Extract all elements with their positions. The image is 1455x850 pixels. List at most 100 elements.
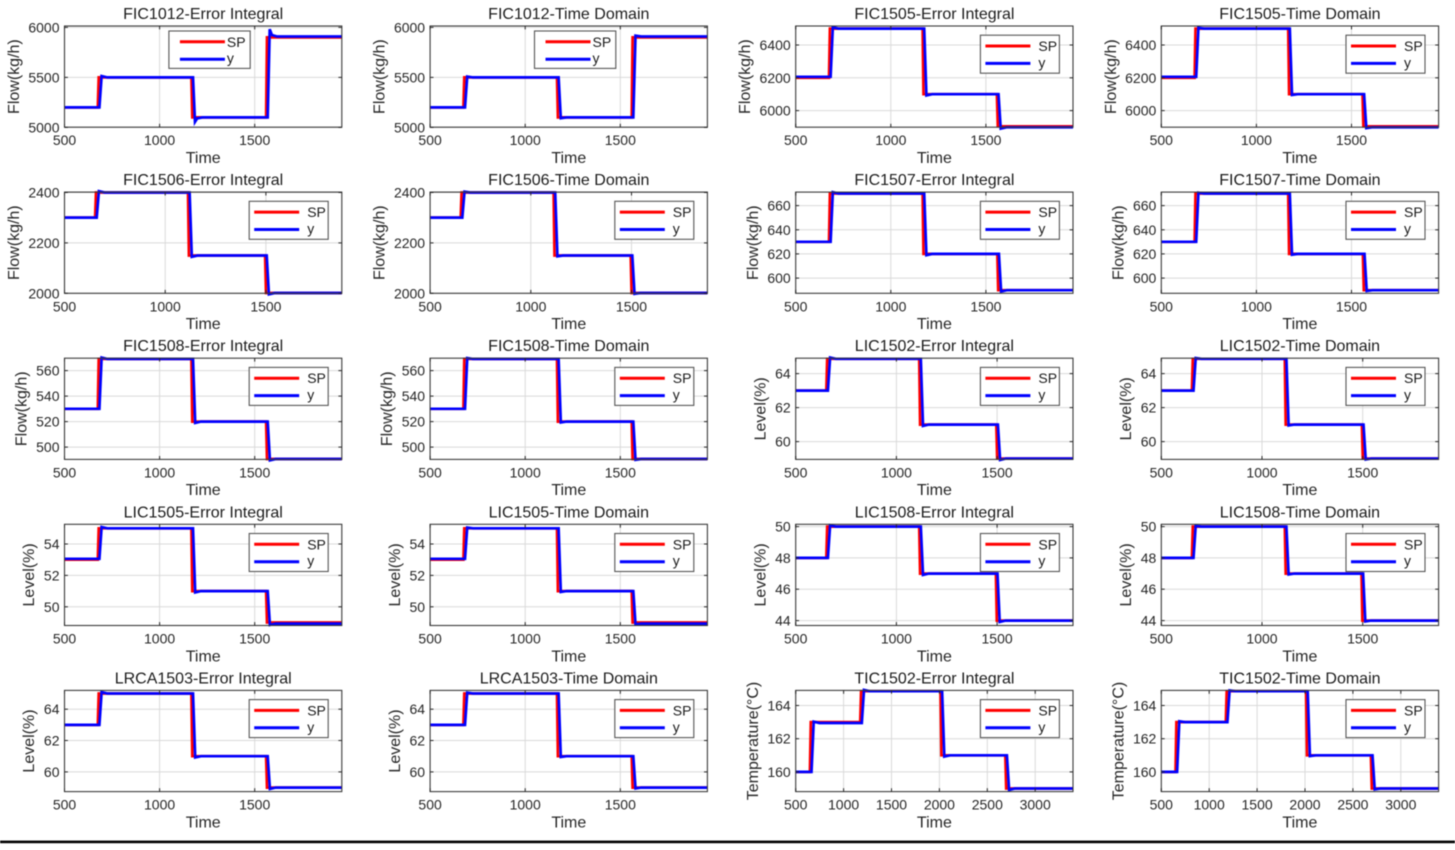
svg-text:1500: 1500 — [1347, 631, 1378, 647]
svg-text:TIC1502-Time Domain: TIC1502-Time Domain — [1219, 670, 1380, 687]
svg-text:y: y — [673, 221, 680, 237]
svg-text:50: 50 — [1141, 519, 1157, 535]
svg-text:6000: 6000 — [760, 103, 791, 119]
svg-text:Time: Time — [1282, 316, 1317, 333]
svg-text:3000: 3000 — [1385, 797, 1416, 813]
svg-text:600: 600 — [767, 270, 791, 286]
svg-text:500: 500 — [1150, 797, 1174, 813]
svg-text:1000: 1000 — [510, 631, 541, 647]
svg-text:y: y — [593, 50, 600, 66]
svg-text:6000: 6000 — [1125, 103, 1156, 119]
svg-text:Time: Time — [1282, 648, 1317, 665]
svg-text:Flow(kg/h): Flow(kg/h) — [6, 205, 23, 280]
svg-text:Time: Time — [186, 316, 221, 333]
svg-text:1500: 1500 — [1242, 797, 1273, 813]
svg-text:620: 620 — [1133, 246, 1157, 262]
svg-text:600: 600 — [1133, 270, 1157, 286]
svg-text:660: 660 — [767, 198, 791, 214]
svg-text:3000: 3000 — [1020, 797, 1051, 813]
svg-text:1500: 1500 — [1347, 464, 1378, 480]
svg-text:1500: 1500 — [605, 132, 636, 148]
svg-text:y: y — [1404, 387, 1411, 403]
svg-text:Time: Time — [551, 482, 586, 499]
svg-text:Time: Time — [1282, 150, 1317, 167]
svg-text:500: 500 — [418, 132, 442, 148]
svg-text:2000: 2000 — [924, 797, 955, 813]
svg-text:540: 540 — [36, 388, 60, 404]
svg-text:LIC1502-Error Integral: LIC1502-Error Integral — [855, 338, 1014, 355]
svg-text:500: 500 — [418, 631, 442, 647]
svg-text:y: y — [307, 387, 314, 403]
svg-text:62: 62 — [44, 733, 60, 749]
svg-text:Time: Time — [186, 648, 221, 665]
svg-text:500: 500 — [53, 464, 77, 480]
svg-text:y: y — [307, 553, 314, 569]
svg-text:Time: Time — [551, 150, 586, 167]
svg-text:540: 540 — [402, 388, 426, 404]
svg-text:Flow(kg/h): Flow(kg/h) — [372, 205, 389, 280]
svg-text:y: y — [1404, 553, 1411, 569]
svg-text:y: y — [1038, 719, 1045, 735]
svg-text:2200: 2200 — [394, 235, 425, 251]
svg-text:Level(%): Level(%) — [387, 709, 404, 772]
svg-text:Time: Time — [1282, 482, 1317, 499]
svg-text:164: 164 — [767, 698, 791, 714]
svg-text:1500: 1500 — [970, 298, 1001, 314]
svg-text:SP: SP — [1038, 204, 1057, 220]
svg-text:1500: 1500 — [239, 132, 270, 148]
svg-text:5000: 5000 — [394, 119, 425, 135]
svg-text:Temperature(°C): Temperature(°C) — [745, 682, 762, 800]
svg-text:Level(%): Level(%) — [21, 543, 38, 606]
svg-text:6400: 6400 — [1125, 37, 1156, 53]
svg-text:1000: 1000 — [510, 797, 541, 813]
svg-text:Flow(kg/h): Flow(kg/h) — [1110, 205, 1127, 280]
svg-text:LRCA1503-Error Integral: LRCA1503-Error Integral — [115, 670, 292, 687]
svg-text:FIC1012-Error Integral: FIC1012-Error Integral — [123, 6, 283, 23]
svg-text:46: 46 — [1141, 581, 1157, 597]
svg-text:500: 500 — [418, 797, 442, 813]
svg-text:500: 500 — [53, 132, 77, 148]
svg-text:y: y — [307, 221, 314, 237]
svg-text:1500: 1500 — [970, 132, 1001, 148]
svg-text:2000: 2000 — [1289, 797, 1320, 813]
svg-text:160: 160 — [767, 764, 791, 780]
svg-text:560: 560 — [402, 363, 426, 379]
svg-text:y: y — [673, 553, 680, 569]
svg-text:64: 64 — [44, 701, 60, 717]
svg-text:SP: SP — [1404, 204, 1423, 220]
svg-text:1000: 1000 — [1246, 464, 1277, 480]
svg-text:LIC1502-Time Domain: LIC1502-Time Domain — [1220, 338, 1380, 355]
svg-text:Time: Time — [186, 482, 221, 499]
svg-text:FIC1505-Error Integral: FIC1505-Error Integral — [854, 6, 1014, 23]
svg-text:1000: 1000 — [1241, 298, 1272, 314]
svg-text:500: 500 — [402, 439, 426, 455]
svg-text:Flow(kg/h): Flow(kg/h) — [372, 39, 389, 114]
svg-text:60: 60 — [410, 764, 426, 780]
svg-text:FIC1507-Error Integral: FIC1507-Error Integral — [854, 172, 1014, 189]
svg-text:Time: Time — [551, 316, 586, 333]
svg-text:LIC1505-Time Domain: LIC1505-Time Domain — [489, 504, 649, 521]
svg-text:Level(%): Level(%) — [21, 709, 38, 772]
svg-text:5500: 5500 — [28, 69, 59, 85]
svg-text:SP: SP — [673, 536, 692, 552]
svg-text:500: 500 — [36, 439, 60, 455]
svg-text:FIC1506-Error Integral: FIC1506-Error Integral — [123, 172, 283, 189]
svg-text:640: 640 — [1133, 222, 1157, 238]
svg-text:Time: Time — [551, 814, 586, 831]
svg-text:1500: 1500 — [239, 797, 270, 813]
svg-text:46: 46 — [775, 581, 791, 597]
svg-text:6200: 6200 — [1125, 70, 1156, 86]
svg-text:y: y — [307, 719, 314, 735]
svg-text:SP: SP — [1038, 702, 1057, 718]
svg-text:64: 64 — [1141, 366, 1157, 382]
svg-text:Time: Time — [917, 648, 952, 665]
svg-text:1000: 1000 — [510, 464, 541, 480]
svg-text:Flow(kg/h): Flow(kg/h) — [6, 39, 23, 114]
svg-text:1500: 1500 — [982, 464, 1013, 480]
svg-text:y: y — [673, 719, 680, 735]
svg-text:6000: 6000 — [394, 19, 425, 35]
svg-text:SP: SP — [307, 702, 326, 718]
svg-text:500: 500 — [1150, 631, 1174, 647]
svg-text:1000: 1000 — [515, 298, 546, 314]
svg-text:Time: Time — [186, 150, 221, 167]
